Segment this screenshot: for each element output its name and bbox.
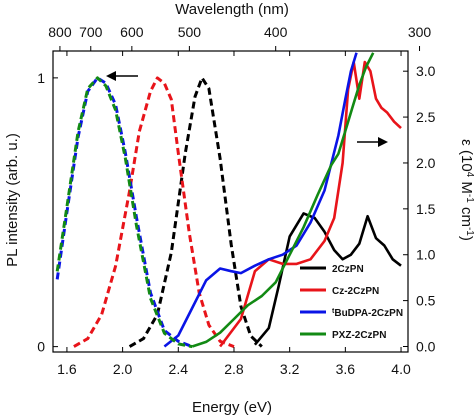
plot-frame (52, 50, 409, 353)
absorption-line-2czpn (253, 212, 402, 346)
y-left-axis: 01 (37, 70, 58, 355)
y-left-tick-label: 1 (37, 70, 45, 86)
y-right-tick-label: 3.0 (416, 63, 436, 79)
x-tick-label: 1.6 (57, 361, 77, 377)
x-axis: 1.6 2.0 2.4 2.8 3.2 3.6 4.0 (57, 51, 411, 377)
y-right-tick-label: 2.5 (416, 109, 436, 125)
top-tick-label: 300 (408, 24, 432, 40)
y-left-tick-label: 0 (37, 339, 45, 355)
x-axis-title: Energy (eV) (192, 399, 272, 416)
top-tick-label: 600 (120, 24, 144, 40)
top-axis: 800 700 600 500 400 300 (48, 24, 431, 51)
x-tick-label: 2.4 (169, 361, 189, 377)
legend-label-pxz-2czpn: PXZ-2CzPN (332, 330, 386, 341)
pl-line-pxz-2czpn (55, 76, 193, 349)
x-tick-label: 2.0 (113, 361, 133, 377)
legend: 2CzPN Cz-2CzPN tBuDPA-2CzPN PXZ-2CzPN (300, 264, 403, 341)
legend-label-2czpn: 2CzPN (332, 264, 364, 275)
absorption-line-tbudpa-2czpn (163, 52, 358, 348)
top-tick-label: 800 (48, 24, 72, 40)
y-left-axis-title: PL intensity (arb. u.) (4, 133, 21, 267)
pl-line-2czpn (128, 76, 263, 348)
left-arrow (106, 71, 138, 81)
absorption-line-cz-2czpn (219, 60, 402, 348)
y-right-tick-label: 0.0 (416, 338, 436, 354)
series-layer (55, 52, 402, 349)
x-tick-label: 2.8 (224, 361, 244, 377)
pl-line-cz-2czpn (73, 76, 235, 349)
right-arrow (357, 137, 388, 147)
y-right-axis-title: ε (104 M-1 cm-1) (458, 139, 474, 241)
x-tick-label: 4.0 (391, 361, 411, 377)
top-tick-label: 700 (79, 24, 103, 40)
legend-label-tbudpa-2czpn: tBuDPA-2CzPN (332, 308, 403, 319)
top-axis-title: Wavelength (nm) (175, 1, 289, 18)
x-tick-label: 3.2 (280, 361, 300, 377)
top-tick-label: 500 (178, 24, 202, 40)
y-right-tick-label: 1.5 (416, 201, 436, 217)
y-right-tick-label: 2.0 (416, 155, 436, 171)
legend-label-cz-2czpn: Cz-2CzPN (332, 286, 379, 297)
top-tick-label: 400 (264, 24, 288, 40)
absorption-line-pxz-2czpn (191, 52, 375, 348)
y-right-tick-label: 0.5 (416, 293, 436, 309)
x-tick-label: 3.6 (336, 361, 356, 377)
y-right-axis: 0.0 0.5 1.0 1.5 2.0 2.5 3.0 (403, 63, 436, 354)
y-right-tick-label: 1.0 (416, 247, 436, 263)
